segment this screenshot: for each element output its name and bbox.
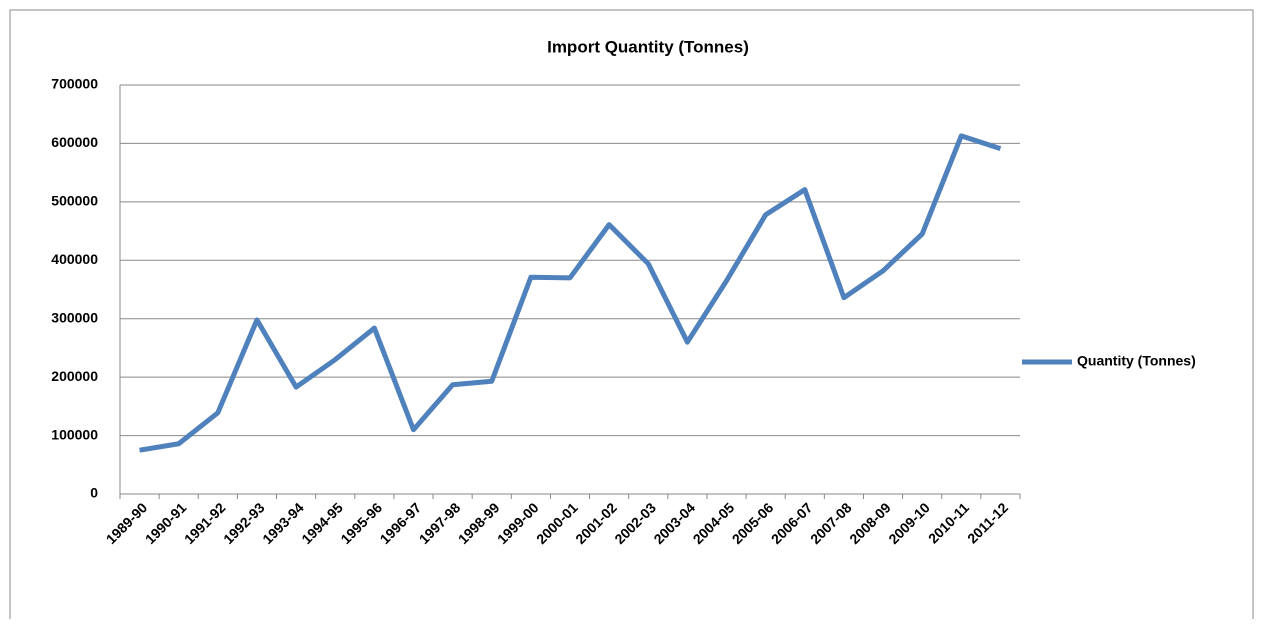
chart-border [9, 9, 1254, 624]
x-tick-label: 1992-93 [220, 499, 268, 547]
data-line [139, 133, 1002, 453]
x-tick-label: 1991-92 [181, 499, 229, 547]
x-tick-label: 2007-08 [807, 499, 855, 547]
y-tick-label: 0 [90, 485, 98, 501]
x-tick-label: 2005-06 [729, 499, 777, 547]
y-tick-label: 400000 [51, 251, 98, 267]
x-tick-label: 1997-98 [416, 499, 464, 547]
y-tick-label: 300000 [51, 309, 98, 325]
chart-title: Import Quantity (Tonnes) [547, 37, 749, 56]
legend-label: Quantity (Tonnes) [1077, 353, 1196, 369]
x-tick-label: 1994-95 [298, 499, 346, 547]
x-tick-label: 2009-10 [885, 499, 933, 547]
x-tick-label: 1999-00 [494, 499, 542, 547]
x-tick-label: 2006-07 [768, 499, 816, 547]
y-tick-label: 200000 [51, 368, 98, 384]
x-tick-label: 2010-11 [925, 499, 972, 546]
x-tick-label: 2004-05 [690, 499, 738, 547]
y-tick-label: 500000 [51, 193, 98, 209]
x-tick-label: 1996-97 [377, 499, 425, 547]
x-tick-label: 2011-12 [964, 499, 1011, 546]
x-tick-label: 2000-01 [533, 499, 581, 547]
x-tick-label: 1990-91 [142, 499, 190, 547]
y-tick-label: 700000 [51, 76, 98, 92]
x-tick-label: 1998-99 [455, 499, 503, 547]
x-tick-label: 2002-03 [611, 499, 659, 547]
y-tick-label: 100000 [51, 426, 98, 442]
x-tick-label: 1995-96 [337, 499, 385, 547]
x-tick-label: 2008-09 [846, 499, 894, 547]
x-tick-label: 1989-90 [103, 499, 151, 547]
x-tick-label: 1993-94 [259, 499, 307, 547]
y-tick-label: 600000 [51, 134, 98, 150]
x-tick-label: 2001-02 [572, 499, 620, 547]
x-tick-label: 2003-04 [650, 499, 698, 547]
